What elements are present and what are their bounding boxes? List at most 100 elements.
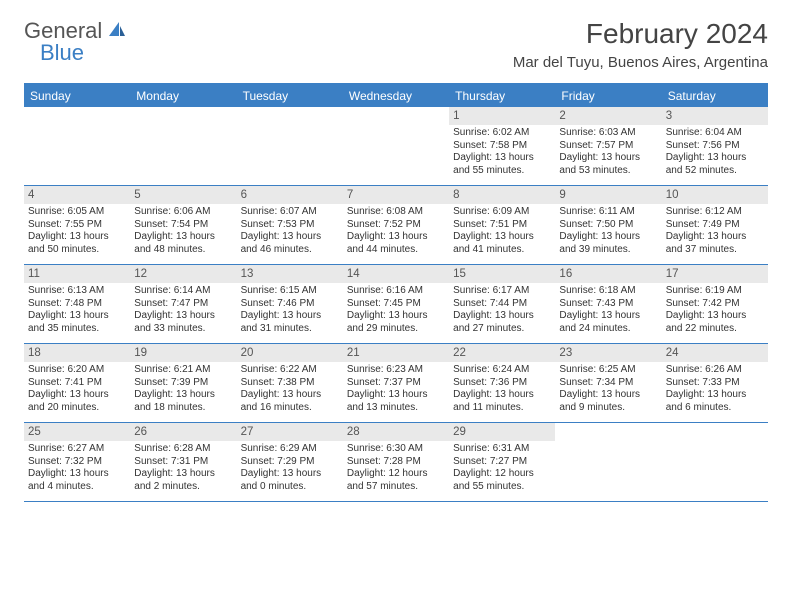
- month-title: February 2024: [513, 18, 768, 50]
- day-cell: 23Sunrise: 6:25 AMSunset: 7:34 PMDayligh…: [555, 344, 661, 422]
- calendar: SundayMondayTuesdayWednesdayThursdayFrid…: [24, 83, 768, 502]
- day-cell: 14Sunrise: 6:16 AMSunset: 7:45 PMDayligh…: [343, 265, 449, 343]
- day-header-cell: Saturday: [662, 85, 768, 107]
- sunrise-text: Sunrise: 6:09 AM: [453, 206, 551, 219]
- daylight-text: and 29 minutes.: [347, 323, 445, 336]
- sunrise-text: Sunrise: 6:30 AM: [347, 443, 445, 456]
- sunset-text: Sunset: 7:36 PM: [453, 377, 551, 390]
- day-header-row: SundayMondayTuesdayWednesdayThursdayFrid…: [24, 85, 768, 107]
- week-row: 1Sunrise: 6:02 AMSunset: 7:58 PMDaylight…: [24, 107, 768, 186]
- day-number: 23: [555, 344, 661, 362]
- day-number: 21: [343, 344, 449, 362]
- day-cell: 5Sunrise: 6:06 AMSunset: 7:54 PMDaylight…: [130, 186, 236, 264]
- day-number: 6: [237, 186, 343, 204]
- day-number: 27: [237, 423, 343, 441]
- sunrise-text: Sunrise: 6:26 AM: [666, 364, 764, 377]
- day-header-cell: Wednesday: [343, 85, 449, 107]
- daylight-text: Daylight: 13 hours: [559, 389, 657, 402]
- day-number: 17: [662, 265, 768, 283]
- sunset-text: Sunset: 7:27 PM: [453, 456, 551, 469]
- daylight-text: Daylight: 13 hours: [241, 231, 339, 244]
- daylight-text: and 20 minutes.: [28, 402, 126, 415]
- daylight-text: Daylight: 13 hours: [666, 152, 764, 165]
- day-cell: 24Sunrise: 6:26 AMSunset: 7:33 PMDayligh…: [662, 344, 768, 422]
- daylight-text: Daylight: 13 hours: [241, 468, 339, 481]
- daylight-text: and 41 minutes.: [453, 244, 551, 257]
- logo: General Blue: [24, 18, 127, 44]
- sunrise-text: Sunrise: 6:27 AM: [28, 443, 126, 456]
- daylight-text: Daylight: 13 hours: [666, 389, 764, 402]
- day-header-cell: Sunday: [24, 85, 130, 107]
- daylight-text: Daylight: 13 hours: [241, 310, 339, 323]
- sunrise-text: Sunrise: 6:31 AM: [453, 443, 551, 456]
- sunrise-text: Sunrise: 6:22 AM: [241, 364, 339, 377]
- sunset-text: Sunset: 7:49 PM: [666, 219, 764, 232]
- sunrise-text: Sunrise: 6:05 AM: [28, 206, 126, 219]
- sunset-text: Sunset: 7:37 PM: [347, 377, 445, 390]
- sunset-text: Sunset: 7:57 PM: [559, 140, 657, 153]
- day-cell: 1Sunrise: 6:02 AMSunset: 7:58 PMDaylight…: [449, 107, 555, 185]
- sunrise-text: Sunrise: 6:23 AM: [347, 364, 445, 377]
- day-number: 25: [24, 423, 130, 441]
- day-cell: 3Sunrise: 6:04 AMSunset: 7:56 PMDaylight…: [662, 107, 768, 185]
- daylight-text: Daylight: 13 hours: [453, 231, 551, 244]
- daylight-text: and 31 minutes.: [241, 323, 339, 336]
- day-cell-empty: [662, 423, 768, 501]
- day-number: 3: [662, 107, 768, 125]
- daylight-text: Daylight: 13 hours: [134, 231, 232, 244]
- day-cell: 11Sunrise: 6:13 AMSunset: 7:48 PMDayligh…: [24, 265, 130, 343]
- daylight-text: Daylight: 13 hours: [559, 152, 657, 165]
- daylight-text: Daylight: 13 hours: [241, 389, 339, 402]
- day-header-cell: Thursday: [449, 85, 555, 107]
- day-cell-empty: [24, 107, 130, 185]
- day-cell-empty: [237, 107, 343, 185]
- daylight-text: Daylight: 12 hours: [347, 468, 445, 481]
- sunrise-text: Sunrise: 6:28 AM: [134, 443, 232, 456]
- daylight-text: and 6 minutes.: [666, 402, 764, 415]
- day-cell: 16Sunrise: 6:18 AMSunset: 7:43 PMDayligh…: [555, 265, 661, 343]
- day-number: 11: [24, 265, 130, 283]
- week-row: 4Sunrise: 6:05 AMSunset: 7:55 PMDaylight…: [24, 186, 768, 265]
- sunrise-text: Sunrise: 6:08 AM: [347, 206, 445, 219]
- sunrise-text: Sunrise: 6:07 AM: [241, 206, 339, 219]
- sunset-text: Sunset: 7:42 PM: [666, 298, 764, 311]
- day-number: 22: [449, 344, 555, 362]
- daylight-text: Daylight: 13 hours: [134, 310, 232, 323]
- daylight-text: Daylight: 13 hours: [347, 231, 445, 244]
- sunrise-text: Sunrise: 6:16 AM: [347, 285, 445, 298]
- sunrise-text: Sunrise: 6:02 AM: [453, 127, 551, 140]
- sunset-text: Sunset: 7:48 PM: [28, 298, 126, 311]
- sunset-text: Sunset: 7:53 PM: [241, 219, 339, 232]
- sunrise-text: Sunrise: 6:21 AM: [134, 364, 232, 377]
- logo-text-blue: Blue: [40, 40, 84, 66]
- sunset-text: Sunset: 7:45 PM: [347, 298, 445, 311]
- day-number: 29: [449, 423, 555, 441]
- sunset-text: Sunset: 7:44 PM: [453, 298, 551, 311]
- daylight-text: and 16 minutes.: [241, 402, 339, 415]
- daylight-text: and 35 minutes.: [28, 323, 126, 336]
- daylight-text: and 33 minutes.: [134, 323, 232, 336]
- daylight-text: Daylight: 13 hours: [347, 389, 445, 402]
- daylight-text: Daylight: 13 hours: [559, 310, 657, 323]
- sunset-text: Sunset: 7:55 PM: [28, 219, 126, 232]
- daylight-text: Daylight: 13 hours: [134, 389, 232, 402]
- sunrise-text: Sunrise: 6:15 AM: [241, 285, 339, 298]
- day-number: 14: [343, 265, 449, 283]
- day-cell: 17Sunrise: 6:19 AMSunset: 7:42 PMDayligh…: [662, 265, 768, 343]
- day-cell: 26Sunrise: 6:28 AMSunset: 7:31 PMDayligh…: [130, 423, 236, 501]
- sunrise-text: Sunrise: 6:29 AM: [241, 443, 339, 456]
- day-number: 13: [237, 265, 343, 283]
- sunset-text: Sunset: 7:52 PM: [347, 219, 445, 232]
- day-number: 2: [555, 107, 661, 125]
- sunrise-text: Sunrise: 6:24 AM: [453, 364, 551, 377]
- sunrise-text: Sunrise: 6:11 AM: [559, 206, 657, 219]
- sunset-text: Sunset: 7:56 PM: [666, 140, 764, 153]
- day-number: 10: [662, 186, 768, 204]
- sunset-text: Sunset: 7:29 PM: [241, 456, 339, 469]
- daylight-text: and 0 minutes.: [241, 481, 339, 494]
- day-header-cell: Friday: [555, 85, 661, 107]
- day-cell: 18Sunrise: 6:20 AMSunset: 7:41 PMDayligh…: [24, 344, 130, 422]
- daylight-text: Daylight: 13 hours: [559, 231, 657, 244]
- daylight-text: Daylight: 13 hours: [666, 310, 764, 323]
- day-cell: 6 Sunrise: 6:07 AMSunset: 7:53 PMDaylight…: [237, 186, 343, 264]
